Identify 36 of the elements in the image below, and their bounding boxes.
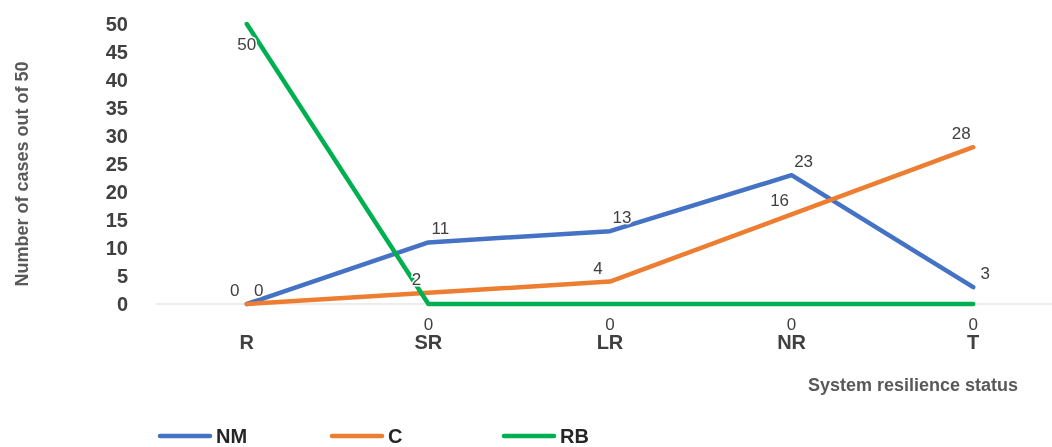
y-axis-title: Number of cases out of 50 xyxy=(12,61,32,287)
x-tick-label: LR xyxy=(596,331,624,353)
x-tick-label: SR xyxy=(414,331,443,353)
y-tick-label: 35 xyxy=(105,97,128,119)
data-label: 11 xyxy=(431,219,450,239)
line-series xyxy=(244,144,976,307)
legend-label: RB xyxy=(560,425,589,447)
data-label: 16 xyxy=(770,191,790,211)
y-tick-label: 5 xyxy=(116,265,128,287)
x-tick-label: R xyxy=(239,331,255,353)
y-tick-label: 0 xyxy=(116,293,128,315)
data-label: 23 xyxy=(794,152,814,172)
x-tick-label: T xyxy=(967,331,980,353)
legend-label: NM xyxy=(216,425,248,447)
y-tick-label: 15 xyxy=(105,209,128,231)
x-axis-title: System resilience status xyxy=(807,375,1018,395)
data-label: 0 xyxy=(423,314,434,334)
y-tick-label: 25 xyxy=(105,153,128,175)
data-label: 13 xyxy=(612,208,632,228)
y-tick-label: 50 xyxy=(105,13,128,35)
data-label: 0 xyxy=(230,280,240,300)
legend-label: C xyxy=(388,425,403,447)
data-label: 0 xyxy=(968,314,978,334)
data-label: 3 xyxy=(980,264,990,284)
data-label: 0 xyxy=(605,314,615,334)
data-label: 28 xyxy=(951,124,971,144)
y-tick-label: 30 xyxy=(105,125,128,147)
y-tick-label: 40 xyxy=(105,69,128,91)
data-label: 0 xyxy=(786,314,797,334)
y-tick-label: 20 xyxy=(105,181,128,203)
data-label: 4 xyxy=(593,258,603,278)
x-tick-label: NR xyxy=(777,331,807,353)
data-label: 0 xyxy=(254,280,264,300)
y-tick-label: 45 xyxy=(105,41,128,63)
y-tick-label: 10 xyxy=(105,237,128,259)
data-label: 50 xyxy=(237,34,257,54)
